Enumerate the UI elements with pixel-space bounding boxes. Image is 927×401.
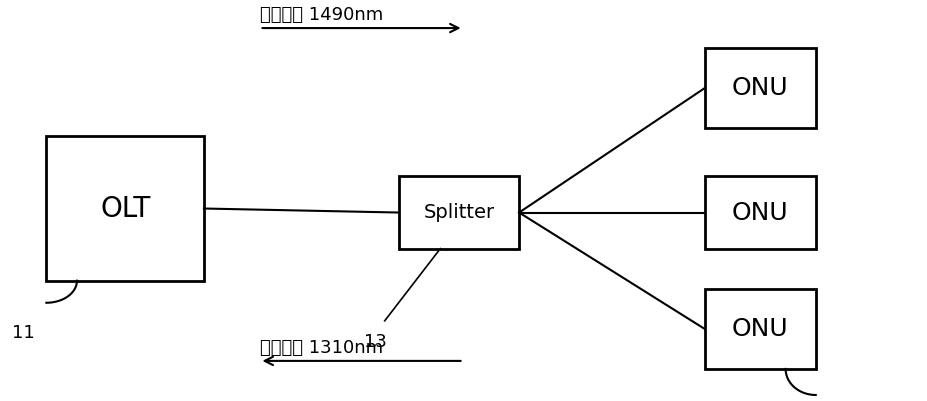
Bar xyxy=(705,289,816,369)
Text: 13: 13 xyxy=(364,333,387,351)
Text: Splitter: Splitter xyxy=(424,203,494,222)
Bar xyxy=(46,136,204,281)
Bar xyxy=(705,176,816,249)
Bar xyxy=(705,48,816,128)
Text: ONU: ONU xyxy=(731,200,789,225)
Text: OLT: OLT xyxy=(100,194,150,223)
Text: ONU: ONU xyxy=(731,76,789,100)
Bar xyxy=(399,176,519,249)
Text: 11: 11 xyxy=(12,324,34,342)
Text: ONU: ONU xyxy=(731,317,789,341)
Text: 上行波长 1310nm: 上行波长 1310nm xyxy=(260,339,383,357)
Text: 下行波长 1490nm: 下行波长 1490nm xyxy=(260,6,383,24)
